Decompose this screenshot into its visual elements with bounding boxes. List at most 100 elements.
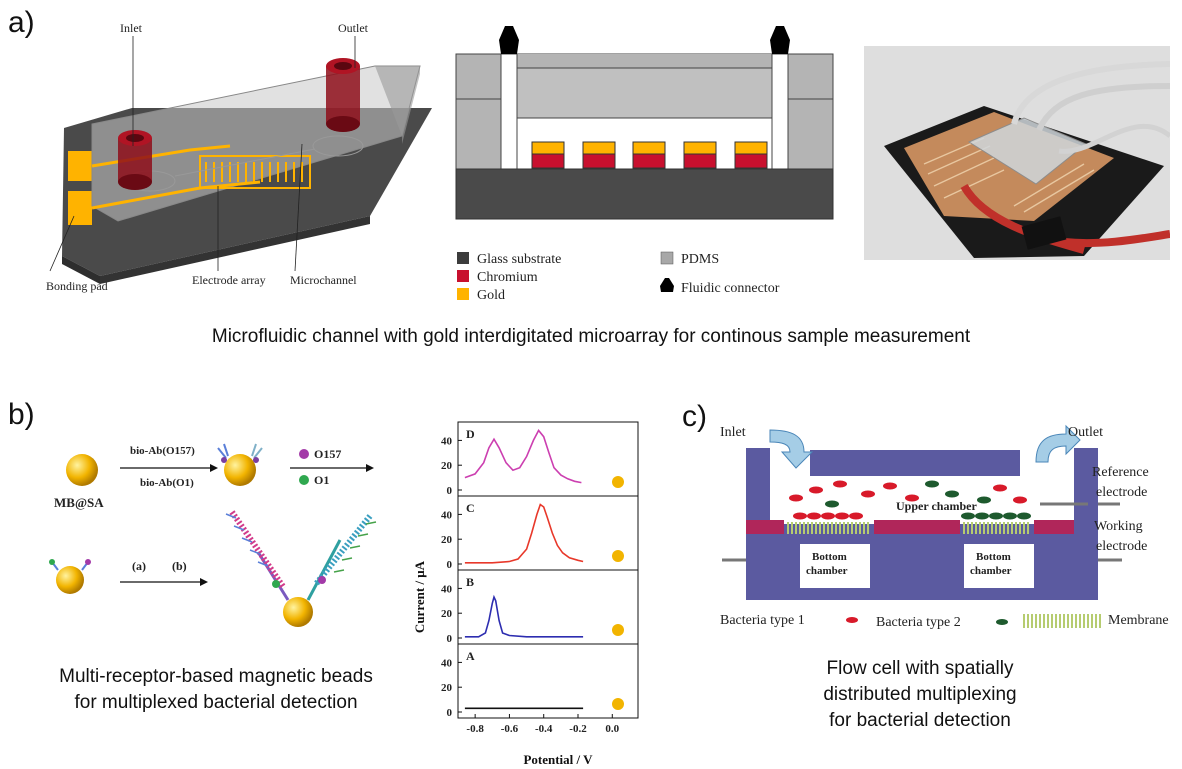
y-tick-label: 20 (441, 460, 453, 472)
label-electrode-array: Electrode array (192, 273, 266, 287)
y-tick-label: 20 (441, 682, 453, 694)
series-line-D (464, 429, 582, 484)
microfluidic-device-illustration: Inlet Outlet Bonding pad Electrode array… (46, 21, 432, 293)
chart-panel-frame-C (457, 495, 639, 571)
electrode-stack (531, 141, 768, 169)
outlet-arrow (1035, 424, 1081, 463)
label-step-a: (a) (132, 559, 146, 573)
svg-text:Fluidic connector: Fluidic connector (681, 281, 780, 296)
y-tick-label: 0 (447, 559, 453, 571)
inset-bead-C (612, 550, 624, 562)
outlet-tube (326, 58, 360, 132)
label-upper-chamber: Upper chamber (896, 499, 977, 513)
panel-b-caption-line-2: for multiplexed bacterial detection (74, 692, 358, 713)
chart-x-axis-label: Potential / V (523, 752, 593, 767)
captured-bacteria-complex (225, 510, 377, 627)
panel-a-letter: a) (8, 6, 35, 39)
x-tick-label: -0.8 (466, 723, 484, 735)
chart-panel-label-D: D (466, 427, 475, 441)
label-inlet: Inlet (120, 21, 143, 35)
y-tick-label: 0 (447, 633, 453, 645)
chart-lines (464, 429, 624, 710)
bead-small (56, 566, 84, 594)
label-bio-ab-o1: bio-Ab(O1) (140, 477, 194, 489)
svg-text:PDMS: PDMS (681, 252, 719, 267)
inlet-tube (118, 130, 152, 190)
label-working-electrode-2: electrode (1096, 539, 1147, 554)
panel-c-letter: c) (682, 400, 707, 433)
label-reference-electrode-2: electrode (1096, 485, 1147, 500)
label-bio-ab-o157: bio-Ab(O157) (130, 445, 195, 457)
panel-c-caption-line-2: distributed multiplexing (823, 684, 1017, 705)
fluidic-connector-right (770, 26, 790, 54)
svg-text:Chromium: Chromium (477, 270, 538, 285)
chart-y-axis-label: Current / μA (412, 560, 427, 633)
inlet-arrow (769, 429, 814, 469)
o157-icon (299, 449, 309, 459)
cross-section-legend: Glass substrate Chromium Gold PDMS Fluid… (457, 251, 780, 303)
chart-panel-label-C: C (466, 501, 475, 515)
y-tick-label: 0 (447, 707, 453, 719)
bacteria-type-2-group (825, 480, 1031, 520)
y-tick-label: 0 (447, 485, 453, 497)
bead-mb-sa (66, 454, 98, 486)
label-inlet-c: Inlet (720, 425, 746, 440)
y-tick-label: 40 (441, 509, 453, 521)
y-tick-label: 40 (441, 583, 453, 595)
label-outlet-c: Outlet (1068, 425, 1103, 440)
legend-membrane-icon (1023, 614, 1101, 628)
legend-bacteria-1-icon (846, 617, 858, 623)
label-bonding-pad: Bonding pad (46, 279, 108, 293)
flow-cell-bottom-body (746, 524, 1098, 600)
bead-with-antibodies (224, 454, 256, 486)
label-reference-electrode-1: Reference (1092, 465, 1149, 480)
legend-bacteria-1-label: Bacteria type 1 (720, 613, 805, 628)
bonding-pad-lower (68, 191, 92, 225)
o1-icon (299, 475, 309, 485)
inset-bead-B (612, 624, 624, 636)
panel-c-caption-line-1: Flow cell with spatially (826, 658, 1014, 679)
chart-panel-frame-A (457, 643, 639, 719)
label-bottom-chamber-right-2: chamber (970, 565, 1012, 577)
y-tick-label: 20 (441, 534, 453, 546)
flow-cell-top-plate (810, 450, 1020, 476)
legend-bacteria-2-label: Bacteria type 2 (876, 615, 961, 630)
x-tick-label: -0.2 (569, 723, 587, 735)
inset-bead-A (612, 698, 624, 710)
y-tick-label: 20 (441, 608, 453, 620)
voltammetry-chart: 0 20 40 D 0 20 40 C 0 20 40 B 0 20 40 A -0.8 -0.6 -0.4 -0.2… (412, 421, 639, 767)
label-bottom-chamber-left-2: chamber (806, 565, 848, 577)
chart-frames (457, 421, 639, 719)
y-tick-label: 40 (441, 657, 453, 669)
panel-b-caption-line-1: Multi-receptor-based magnetic beads (59, 666, 373, 687)
x-tick-label: 0.0 (605, 723, 619, 735)
fluidic-connector-left (499, 26, 519, 54)
legend-item-pdms: PDMS (660, 251, 719, 267)
legend-item-chromium: Chromium (457, 270, 538, 285)
legend-item-glass-substrate: Glass substrate (457, 252, 561, 267)
label-working-electrode-1: Working (1094, 519, 1143, 534)
label-o1: O1 (314, 473, 329, 487)
bottom-chamber-right (964, 544, 1034, 588)
label-bottom-chamber-left-1: Bottom (812, 551, 847, 563)
panel-c-caption-line-3: for bacterial detection (829, 710, 1011, 731)
bonding-pad-upper (68, 151, 92, 181)
chart-panel-label-B: B (466, 575, 474, 589)
glass-substrate (455, 168, 834, 220)
x-tick-label: -0.6 (501, 723, 519, 735)
inset-bead-D (612, 476, 624, 488)
magnetic-bead-scheme: MB@SA bio-Ab(O157) bio-Ab(O1) O157 O1 (a… (49, 443, 377, 627)
series-line-C (464, 503, 584, 564)
svg-text:Glass substrate: Glass substrate (477, 252, 561, 267)
electrode-array (199, 155, 311, 189)
flow-cell-diagram: Inlet Outlet Reference electrode Working… (720, 424, 1169, 630)
label-o157: O157 (314, 447, 341, 461)
label-mb-sa: MB@SA (54, 495, 104, 510)
chart-panel-label-A: A (466, 649, 475, 663)
legend-membrane-label: Membrane (1108, 613, 1169, 628)
panel-b-caption: Multi-receptor-based magnetic beads for … (0, 664, 432, 716)
x-tick-label: -0.4 (535, 723, 553, 735)
y-tick-label: 40 (441, 435, 453, 447)
bacteria-type-1-group (789, 480, 1027, 520)
label-outlet: Outlet (338, 21, 369, 35)
